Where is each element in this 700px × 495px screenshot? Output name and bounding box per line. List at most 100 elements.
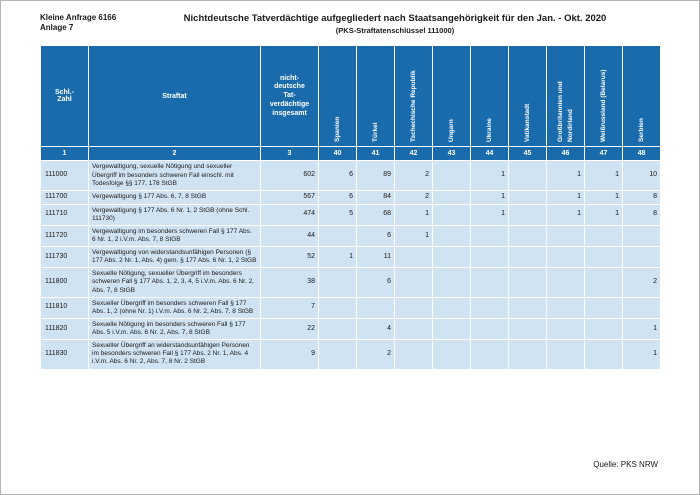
country-value-cell — [470, 296, 509, 319]
reference-block: Kleine Anfrage 6166 Anlage 7 — [40, 13, 130, 34]
column-number-row: 1 2 3 40 41 42 43 44 45 46 47 48 — [40, 146, 661, 162]
header-country: Großbritannien und Nordirland — [546, 45, 585, 148]
country-value-cell — [508, 203, 547, 226]
column-number: 40 — [318, 146, 357, 162]
country-value-cell — [432, 224, 471, 248]
source-note: Quelle: PKS NRW — [593, 460, 658, 469]
country-value-cell: 10 — [622, 160, 661, 191]
country-value-cell — [584, 246, 623, 269]
insgesamt-cell: 474 — [260, 203, 319, 226]
table-header-row: Schl.- Zahl Straftat nicht- deutsche Tat… — [40, 45, 661, 148]
country-value-cell: 1 — [622, 317, 661, 341]
table-row: 111720 Vergewaltigung im besonders schwer… — [40, 224, 661, 248]
column-number: 1 — [40, 146, 89, 162]
header-country: Türkei — [356, 45, 395, 148]
insgesamt-cell: 22 — [260, 317, 319, 341]
schl-zahl-cell: 111720 — [40, 224, 89, 248]
country-value-cell — [470, 246, 509, 269]
page-title: Nichtdeutsche Tatverdächtige aufgegliede… — [183, 13, 607, 24]
country-value-cell — [622, 224, 661, 248]
schl-zahl-cell: 111710 — [40, 203, 89, 226]
country-value-cell: 1 — [622, 339, 661, 370]
country-value-cell — [470, 267, 509, 298]
country-value-cell: 1 — [318, 246, 357, 269]
insgesamt-cell: 567 — [260, 189, 319, 205]
table-row: 111830 Sexueller Übergriff an widerstands… — [40, 339, 661, 370]
header-straftat: Straftat — [88, 45, 261, 148]
schl-zahl-cell: 111810 — [40, 296, 89, 319]
table-row: 111730 Vergewaltigung von widerstandsunfä… — [40, 246, 661, 269]
header-insgesamt: nicht- deutsche Tat- verdächtige insgesa… — [260, 45, 319, 148]
country-label: Weißrussland (Belarus) — [599, 69, 607, 143]
country-value-cell: 1 — [584, 203, 623, 226]
country-value-cell: 1 — [470, 189, 509, 205]
country-value-cell — [432, 267, 471, 298]
straftat-cell: Vergewaltigung, sexuelle Nötigung und se… — [88, 160, 261, 191]
column-number: 46 — [546, 146, 585, 162]
country-value-cell: 1 — [584, 160, 623, 191]
straftat-cell: Sexueller Übergriff im besonders schwere… — [88, 296, 261, 319]
country-value-cell — [394, 246, 433, 269]
country-value-cell: 2 — [356, 339, 395, 370]
straftat-cell: Vergewaltigung § 177 Abs. 6, 7, 8 StGB — [88, 189, 261, 205]
country-value-cell: 1 — [546, 203, 585, 226]
country-value-cell — [508, 189, 547, 205]
header-country: Weißrussland (Belarus) — [584, 45, 623, 148]
insgesamt-cell: 602 — [260, 160, 319, 191]
country-value-cell — [546, 224, 585, 248]
country-value-cell — [318, 267, 357, 298]
country-value-cell: 1 — [470, 160, 509, 191]
country-value-cell: 68 — [356, 203, 395, 226]
country-label: Tschechische Republik — [409, 70, 417, 143]
schl-zahl-cell: 111800 — [40, 267, 89, 298]
page-header: Kleine Anfrage 6166 Anlage 7 Nichtdeutsc… — [0, 0, 700, 35]
country-value-cell — [584, 317, 623, 341]
country-value-cell: 8 — [622, 189, 661, 205]
country-value-cell — [470, 339, 509, 370]
country-label: Großbritannien und Nordirland — [556, 81, 574, 143]
country-value-cell — [394, 339, 433, 370]
country-value-cell — [584, 267, 623, 298]
country-value-cell — [318, 296, 357, 319]
country-value-cell — [508, 296, 547, 319]
title-block: Nichtdeutsche Tatverdächtige aufgegliede… — [130, 13, 660, 35]
country-value-cell — [546, 246, 585, 269]
country-value-cell — [508, 246, 547, 269]
straftat-cell: Vergewaltigung im besonders schweren Fal… — [88, 224, 261, 248]
country-value-cell — [584, 224, 623, 248]
column-number: 44 — [470, 146, 509, 162]
country-value-cell — [470, 317, 509, 341]
country-value-cell — [394, 267, 433, 298]
country-value-cell: 2 — [394, 189, 433, 205]
straftat-cell: Sexuelle Nötigung im besonders schweren … — [88, 317, 261, 341]
straftat-cell: Vergewaltigung von widerstandsunfähigen … — [88, 246, 261, 269]
country-value-cell — [546, 317, 585, 341]
country-value-cell — [432, 160, 471, 191]
country-label: Ungarn — [447, 119, 455, 143]
country-value-cell: 84 — [356, 189, 395, 205]
header-country: Ungarn — [432, 45, 471, 148]
country-value-cell — [318, 224, 357, 248]
insgesamt-cell: 7 — [260, 296, 319, 319]
column-number: 2 — [88, 146, 261, 162]
country-value-cell — [432, 246, 471, 269]
country-value-cell — [432, 203, 471, 226]
insgesamt-cell: 9 — [260, 339, 319, 370]
reference-line-2: Anlage 7 — [40, 23, 74, 33]
country-value-cell — [394, 317, 433, 341]
reference-line-1: Kleine Anfrage 6166 — [40, 13, 117, 22]
country-value-cell — [394, 296, 433, 319]
country-value-cell — [318, 339, 357, 370]
country-value-cell — [546, 339, 585, 370]
column-number: 41 — [356, 146, 395, 162]
table-row: 111810 Sexueller Übergriff im besonders s… — [40, 296, 661, 319]
table-row: 111800 Sexuelle Nötigung, sexueller Überg… — [40, 267, 661, 298]
table-row: 111700 Vergewaltigung § 177 Abs. 6, 7, 8 … — [40, 189, 661, 205]
country-label: Serbien — [637, 118, 645, 143]
country-value-cell — [622, 296, 661, 319]
country-value-cell — [584, 296, 623, 319]
country-value-cell — [584, 339, 623, 370]
column-number: 47 — [584, 146, 623, 162]
header-country: Ukraine — [470, 45, 509, 148]
